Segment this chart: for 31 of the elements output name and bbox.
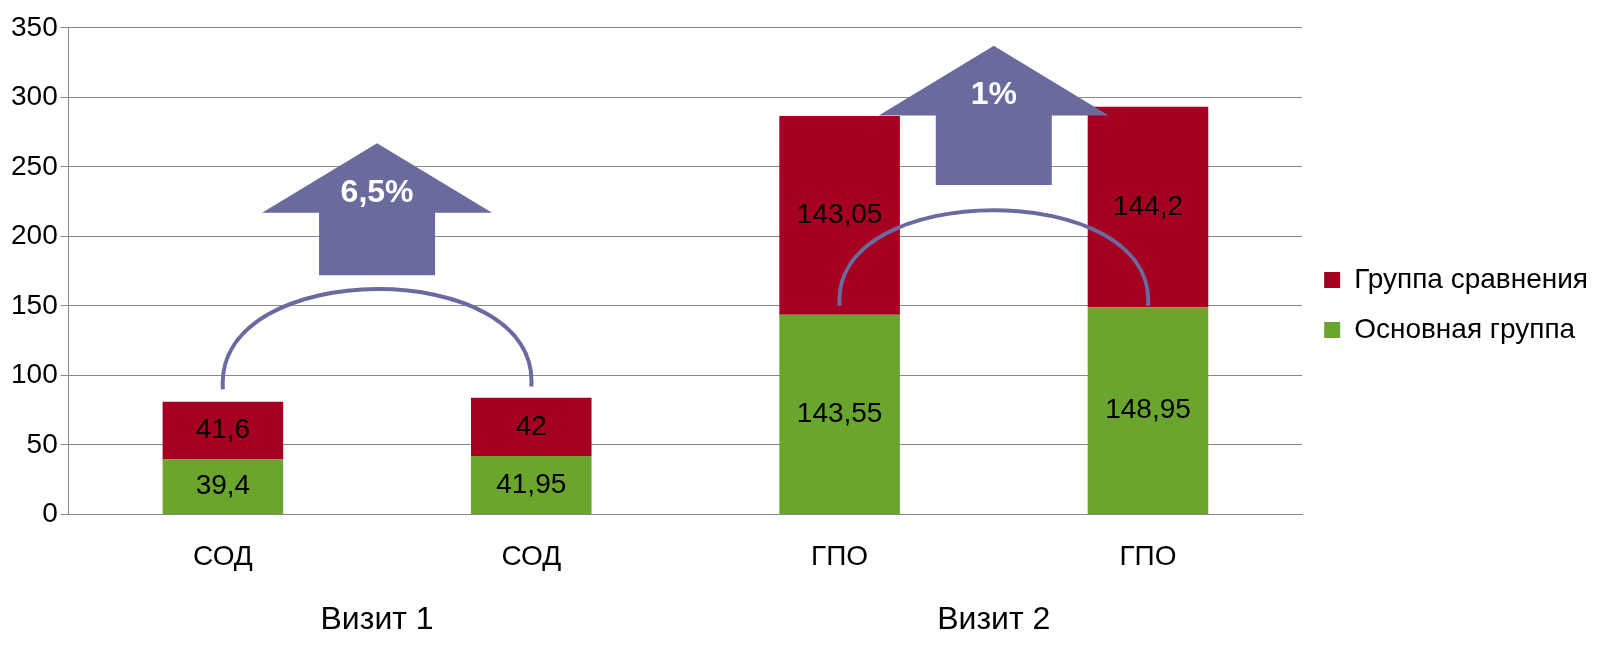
bar	[162, 401, 284, 460]
y-tick-label: 50	[26, 427, 58, 459]
data-label: 42	[515, 409, 547, 441]
bar	[470, 456, 592, 514]
data-label: 41,6	[195, 413, 251, 445]
y-tick-label: 100	[11, 358, 58, 390]
annotation: 6,5%	[339, 171, 415, 211]
y-tick-label: 150	[11, 288, 58, 320]
y-tick-label: 300	[11, 80, 58, 112]
x-tick-label: СОД	[501, 539, 562, 571]
data-label: 143,05	[796, 198, 883, 230]
data-label: 39,4	[195, 469, 251, 501]
legend-label: Основная группа	[1354, 312, 1576, 344]
text: Визит 1	[319, 599, 435, 639]
data-label: 144,2	[1112, 189, 1184, 221]
x-tick-label: ГПО	[1119, 539, 1177, 571]
bar	[779, 314, 900, 514]
y-tick-label: 200	[11, 219, 58, 251]
data-label: 143,55	[796, 397, 883, 429]
text: Визит 2	[936, 599, 1052, 639]
x-tick-label: СОД	[193, 539, 253, 571]
legend-label: Группа сравнения	[1354, 262, 1588, 294]
y-tick-label: 350	[11, 10, 58, 42]
data-label: 148,95	[1105, 393, 1191, 425]
annotation: 1%	[969, 74, 1018, 114]
x-tick-label: ГПО	[811, 539, 869, 571]
y-tick-label: 0	[42, 497, 58, 529]
y-tick-label: 250	[11, 149, 58, 181]
bar	[470, 397, 592, 457]
bar	[162, 459, 284, 514]
data-label: 41,95	[496, 467, 567, 499]
